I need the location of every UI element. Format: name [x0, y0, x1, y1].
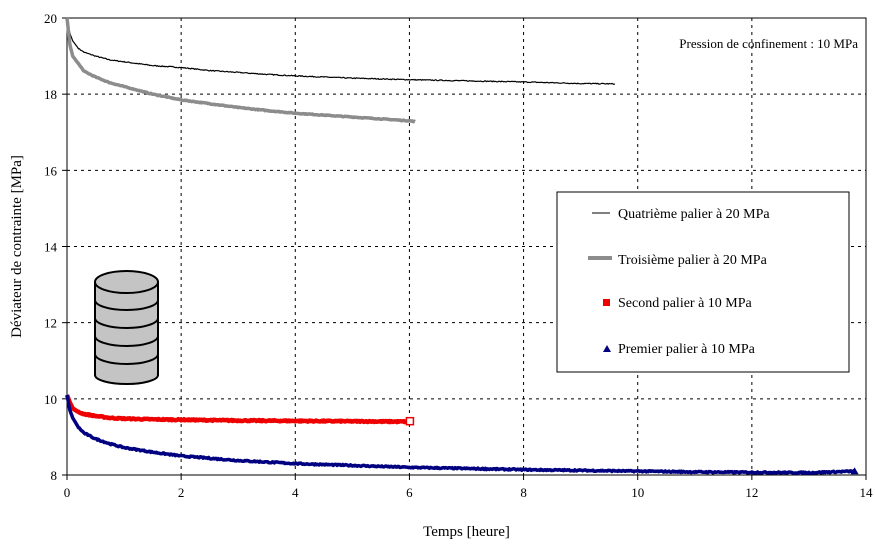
series-layer: [64, 17, 859, 476]
y-axis-ticks: 8 10 12 14 16 18 20: [44, 11, 67, 483]
x-tick-label: 14: [860, 485, 874, 500]
legend: Quatrième palier à 20 MPa Troisième pali…: [556, 191, 850, 373]
series-quatrieme: [66, 17, 616, 85]
y-tick-label: 20: [44, 11, 57, 26]
y-axis-label: Déviateur de contrainte [MPa]: [9, 155, 25, 338]
y-tick-label: 10: [44, 392, 57, 407]
x-tick-label: 2: [178, 485, 185, 500]
legend-item-troisieme: Troisième palier à 20 MPa: [588, 253, 768, 268]
series-premier-end-marker: [850, 467, 859, 475]
legend-label-troisieme: Troisième palier à 20 MPa: [618, 253, 768, 268]
y-tick-label: 16: [44, 163, 58, 178]
legend-label-premier: Premier palier à 10 MPa: [618, 342, 756, 357]
rock-sample-cylinder-icon: [94, 270, 159, 385]
legend-item-premier: Premier palier à 10 MPa: [603, 342, 756, 357]
legend-item-second: Second palier à 10 MPa: [603, 296, 753, 311]
y-tick-label: 14: [44, 240, 58, 255]
series-second: [64, 394, 411, 425]
series-troisieme: [65, 17, 416, 124]
legend-label-quatrieme: Quatrième palier à 20 MPa: [618, 207, 770, 222]
series-second-end-marker: [405, 416, 415, 426]
x-axis-ticks: 0 2 4 6 8 10 12 14: [64, 475, 873, 500]
x-tick-label: 6: [406, 485, 413, 500]
x-tick-label: 4: [292, 485, 299, 500]
x-tick-label: 0: [64, 485, 71, 500]
grid: [67, 18, 866, 475]
x-axis-label: Temps [heure]: [423, 524, 510, 540]
y-tick-label: 12: [44, 316, 57, 331]
legend-label-second: Second palier à 10 MPa: [618, 296, 753, 311]
legend-item-quatrieme: Quatrième palier à 20 MPa: [592, 207, 770, 222]
y-tick-label: 8: [51, 468, 58, 483]
series-premier: [65, 394, 856, 476]
x-tick-label: 10: [631, 485, 644, 500]
y-tick-label: 18: [44, 87, 57, 102]
confinement-annotation: Pression de confinement : 10 MPa: [679, 36, 858, 51]
x-tick-label: 12: [745, 485, 758, 500]
x-tick-label: 8: [520, 485, 527, 500]
